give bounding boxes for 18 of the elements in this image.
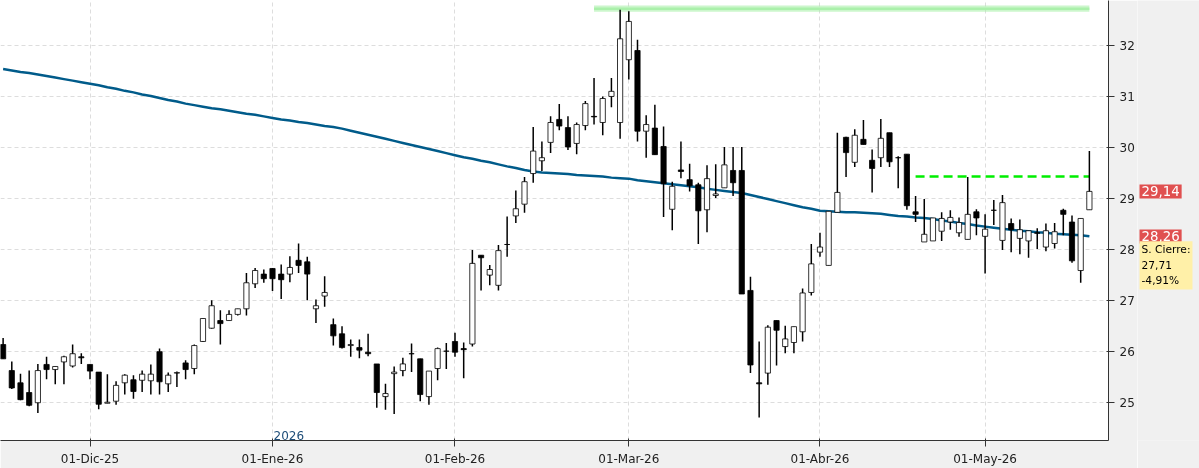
x-tick-label: 01-Dic-25 xyxy=(60,451,120,466)
y-tick-label: 26 xyxy=(1119,345,1135,360)
y-tick-label: 30 xyxy=(1119,141,1135,156)
y-tick-label: 28 xyxy=(1119,243,1135,258)
x-tick-label: 01-Abr-26 xyxy=(790,451,850,466)
x-tick-label: 01-Ene-26 xyxy=(241,451,304,466)
text: 28,26 xyxy=(1141,229,1180,245)
text: 29,14 xyxy=(1141,184,1180,200)
y-tick-label: 27 xyxy=(1119,294,1135,309)
x-tick-label: 01-May-26 xyxy=(953,451,1017,466)
y-tick-label: 32 xyxy=(1119,38,1135,53)
x-tick-label: 01-Feb-26 xyxy=(424,451,486,466)
y-tick-label: 31 xyxy=(1119,89,1135,104)
text: S. Cierre: 27,71 -4,91% xyxy=(1141,243,1191,288)
x-tick-label: 01-Mar-26 xyxy=(598,451,660,466)
annotation: 2026 xyxy=(273,428,305,443)
y-tick-label: 29 xyxy=(1119,192,1135,207)
y-tick-label: 25 xyxy=(1119,396,1135,411)
